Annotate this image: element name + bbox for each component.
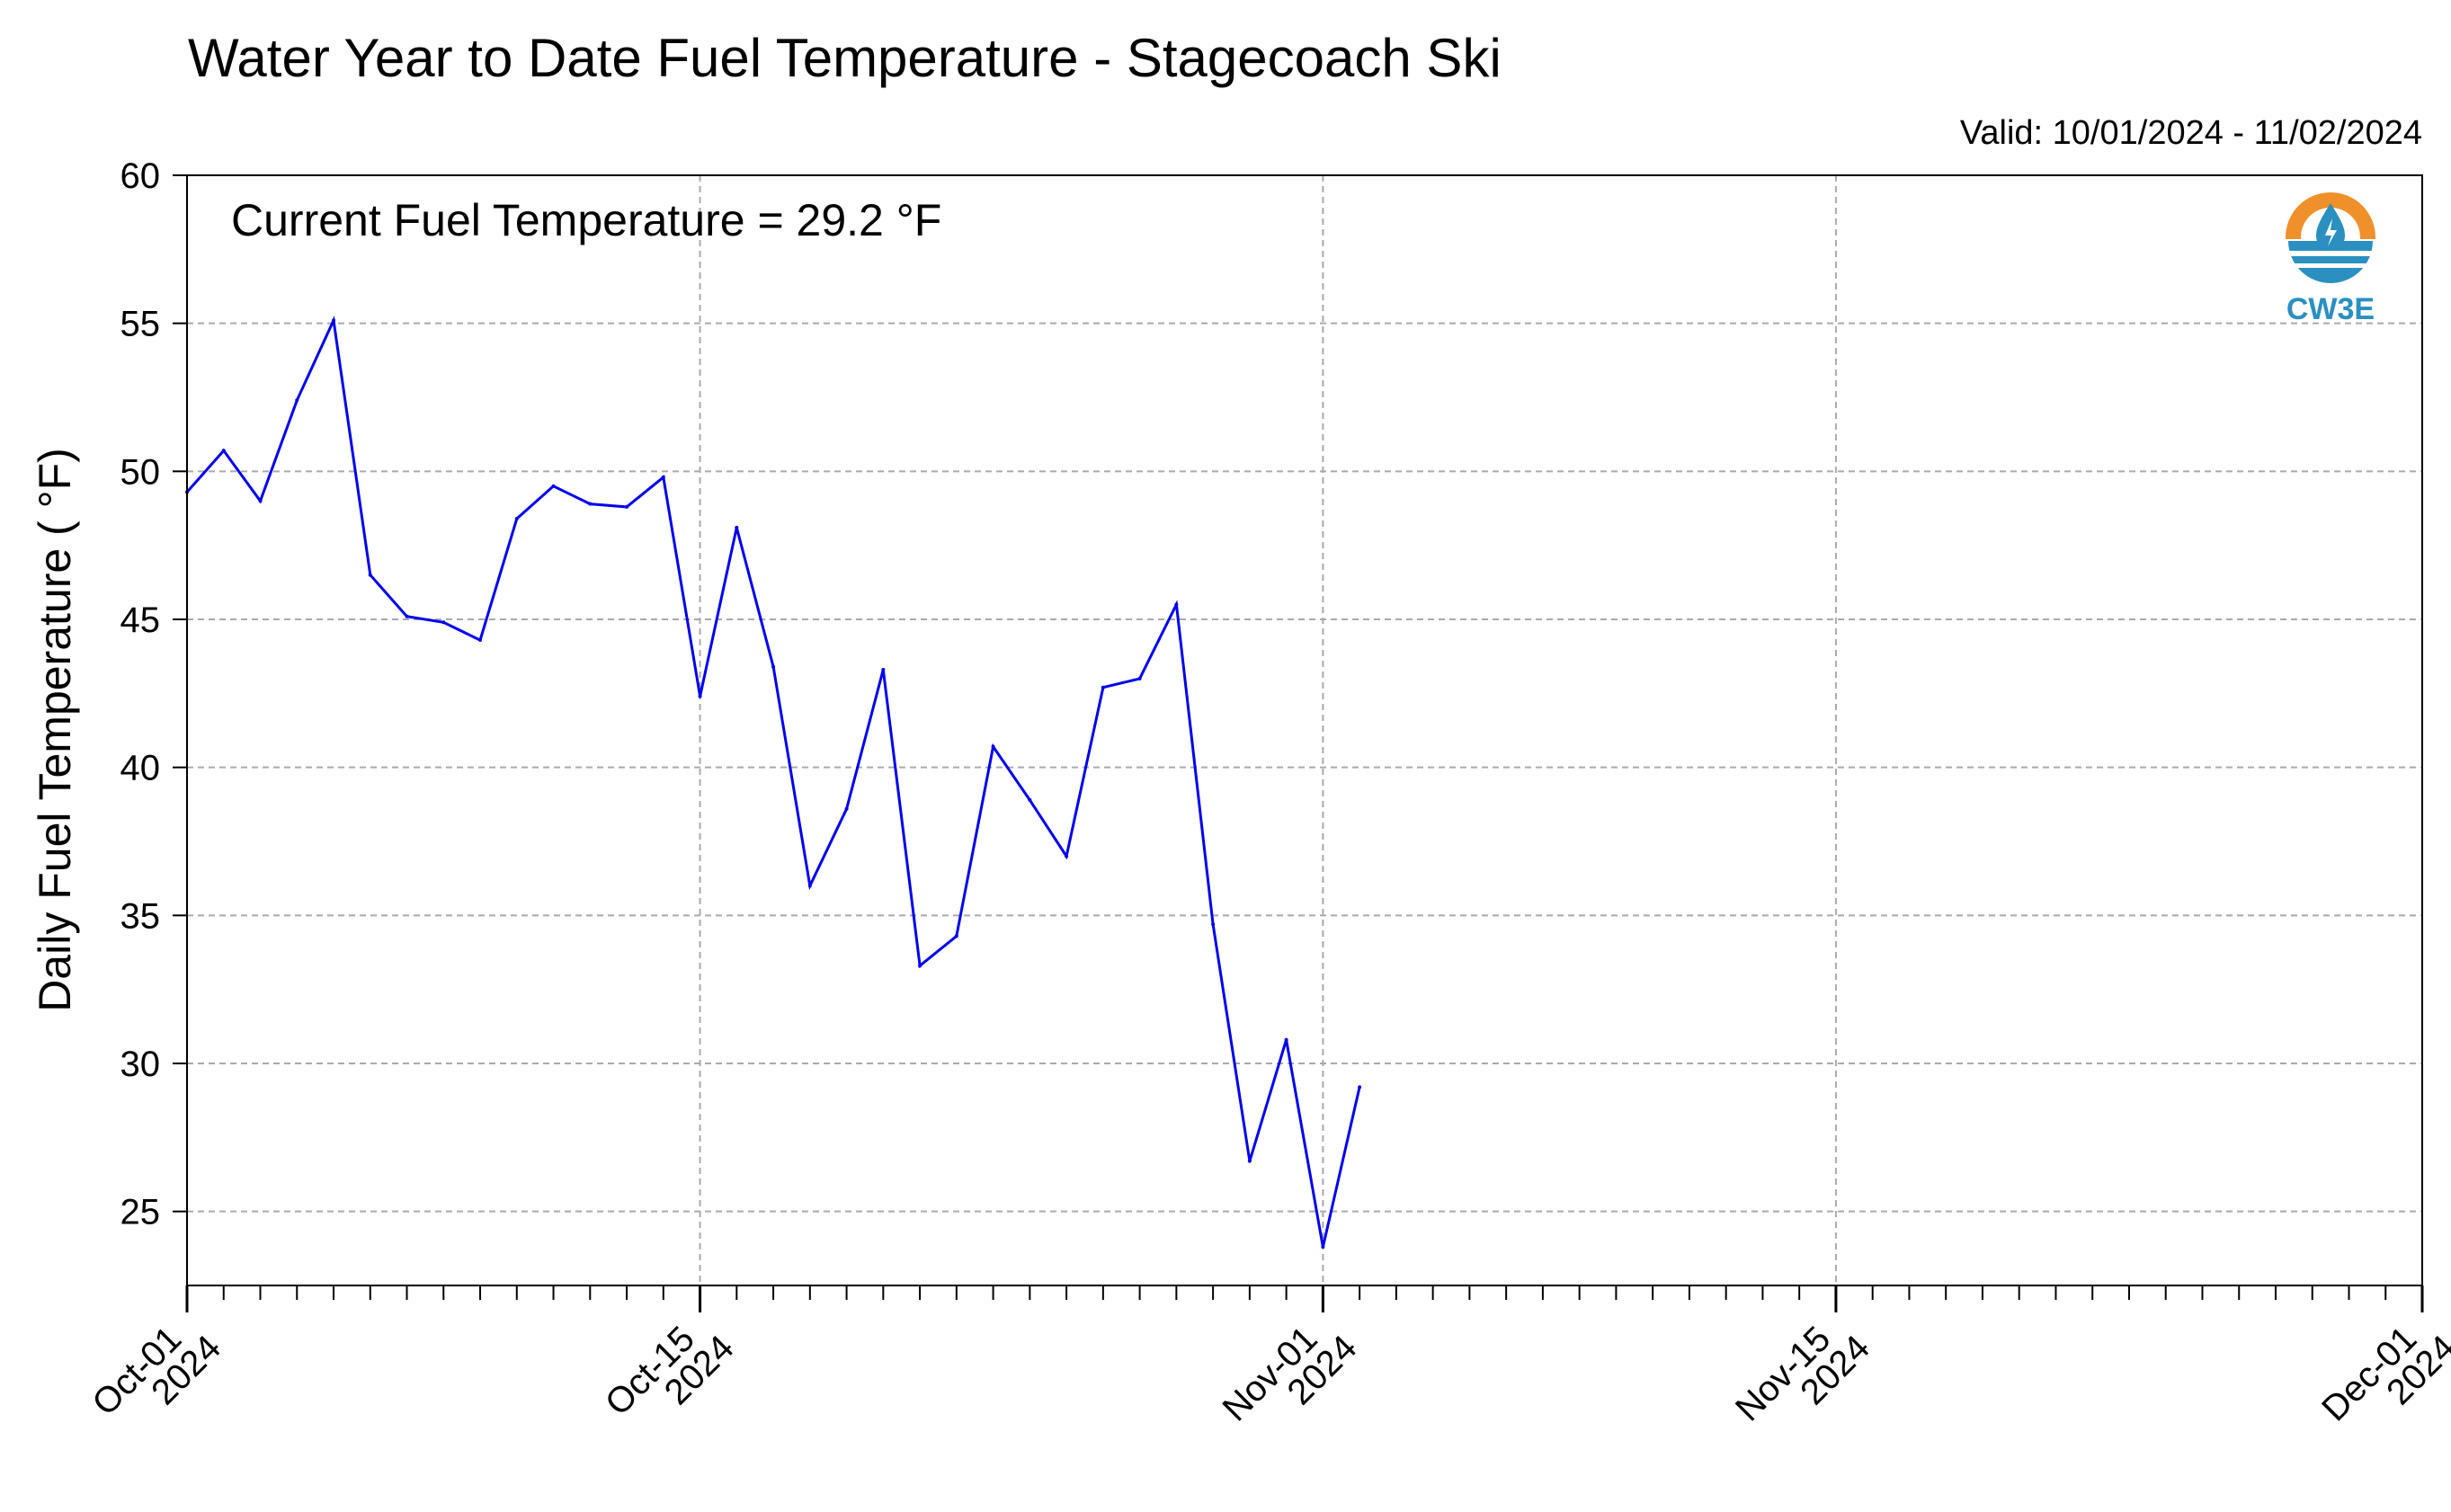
y-tick-label: 50: [120, 452, 161, 492]
cw3e-logo: CW3E: [2282, 192, 2379, 326]
data-point: [441, 620, 446, 625]
grid-lines: [187, 175, 2422, 1285]
data-point: [991, 744, 995, 749]
data-point: [1358, 1085, 1362, 1090]
data-point: [1247, 1159, 1252, 1163]
data-point: [1211, 922, 1216, 927]
data-point: [844, 806, 849, 811]
data-point: [881, 667, 886, 672]
data-point: [954, 934, 958, 938]
data-point: [332, 318, 336, 323]
data-point: [221, 449, 226, 453]
data-point: [735, 525, 739, 529]
data-point: [405, 614, 409, 618]
data-point: [588, 502, 593, 506]
data-point: [698, 694, 702, 698]
data-point: [1028, 797, 1032, 802]
y-tick-label: 40: [120, 749, 161, 788]
cw3e-logo-text: CW3E: [2286, 292, 2375, 326]
data-point: [368, 573, 372, 577]
data-point: [551, 484, 556, 488]
y-tick-label: 45: [120, 600, 161, 640]
data-point: [1174, 602, 1179, 607]
data-point: [1065, 854, 1069, 858]
y-tick-label: 60: [120, 156, 161, 196]
chart-subtitle: Valid: 10/01/2024 - 11/02/2024: [1960, 114, 2422, 152]
data-point: [625, 504, 629, 509]
data-point: [1321, 1245, 1325, 1250]
y-axis-label: Daily Fuel Temperature ( °F): [30, 448, 80, 1012]
y-tick-label: 55: [120, 305, 161, 344]
data-point: [478, 638, 483, 643]
current-temperature-annotation: Current Fuel Temperature = 29.2 °F: [231, 195, 941, 245]
data-point: [258, 499, 263, 503]
cw3e-water-drop-logo-icon: [2282, 192, 2379, 293]
data-point: [295, 398, 299, 403]
data-point: [1137, 676, 1142, 680]
data-point: [1284, 1037, 1288, 1042]
data-point: [918, 964, 922, 968]
data-point: [1101, 685, 1105, 689]
y-tick-label: 30: [120, 1045, 161, 1084]
plot-frame: [186, 174, 2423, 1286]
y-tick-label: 25: [120, 1193, 161, 1232]
y-tick-label: 35: [120, 896, 161, 936]
data-point: [514, 517, 519, 521]
data-point: [771, 664, 776, 669]
data-point: [661, 475, 665, 479]
data-point: [807, 884, 812, 888]
chart-title: Water Year to Date Fuel Temperature - St…: [188, 28, 1502, 88]
